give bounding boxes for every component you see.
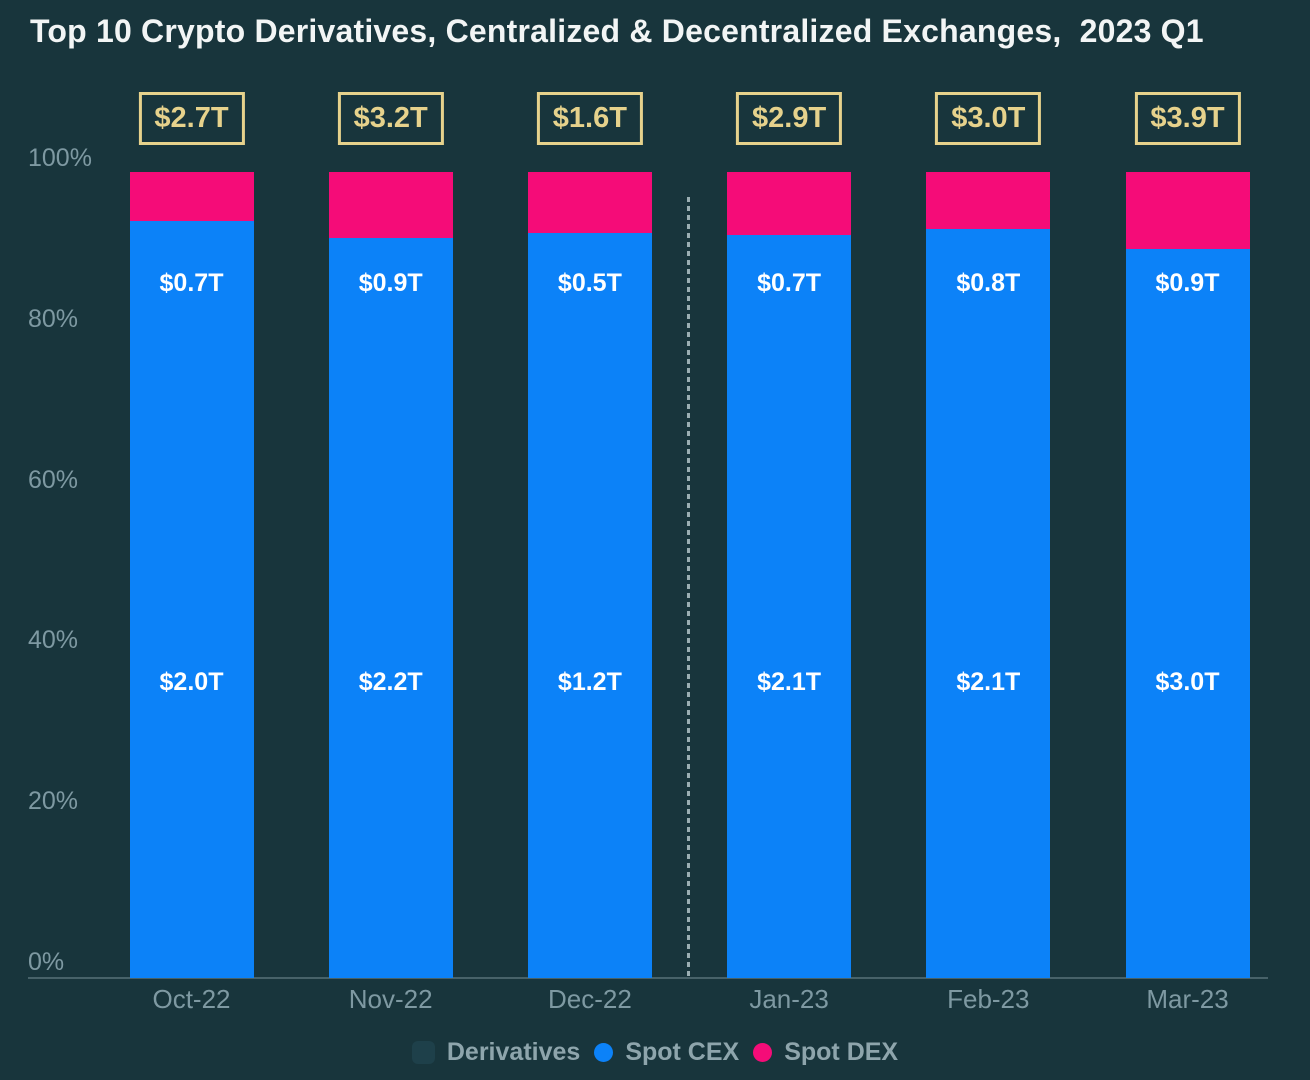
derivatives-total-box: $1.6T [536, 92, 643, 145]
spot-cex-value-label: $2.2T [358, 668, 423, 696]
derivatives-total-box: $3.0T [935, 92, 1042, 145]
spot-dex-value-label: $0.7T [757, 269, 822, 297]
bar-group-Nov-22: $0.9T $2.2T [328, 172, 453, 978]
x-axis-label: Mar-23 [1146, 984, 1229, 1014]
pink-dot-icon [753, 1043, 773, 1062]
spot-cex-segment [527, 233, 652, 978]
y-axis-label: 60% [28, 465, 79, 494]
spot-cex-segment [129, 221, 254, 978]
spot-dex-value-label: $0.9T [358, 269, 423, 297]
spot-dex-segment [129, 172, 254, 221]
y-axis-label: 40% [28, 626, 79, 655]
legend: Derivatives Spot CEX Spot DEX [0, 1038, 1310, 1067]
bar-group-Feb-23: $0.8T $2.1T [926, 172, 1051, 978]
bar-group-Mar-23: $0.9T $3.0T [1125, 172, 1250, 978]
legend-label: Spot CEX [625, 1038, 740, 1066]
spot-dex-segment [727, 172, 852, 235]
spot-dex-segment [1125, 172, 1250, 249]
spot-cex-segment [926, 229, 1051, 978]
y-axis-label: 100% [28, 144, 92, 172]
y-axis-label: 20% [28, 787, 79, 816]
x-axis-label: Nov-22 [348, 984, 433, 1014]
spot-dex-segment [328, 172, 453, 238]
spot-dex-value-label: $0.8T [956, 269, 1021, 297]
spot-cex-value-label: $1.2T [557, 668, 622, 696]
spot-dex-value-label: $0.9T [1155, 269, 1220, 297]
quarter-divider-line [687, 197, 690, 978]
derivatives-total-box: $3.9T [1134, 92, 1241, 145]
x-axis-label: Jan-23 [749, 984, 829, 1014]
legend-label: Spot DEX [784, 1038, 899, 1066]
legend-label: Derivatives [446, 1038, 581, 1066]
spot-cex-value-label: $2.1T [757, 668, 822, 696]
blue-dot-icon [594, 1043, 614, 1062]
y-axis-label: 0% [28, 948, 65, 976]
spot-dex-value-label: $0.7T [159, 269, 224, 297]
y-axis-label: 80% [28, 304, 79, 333]
spot-dex-segment [926, 172, 1051, 229]
spot-cex-segment [1125, 249, 1250, 978]
spot-cex-value-label: $2.0T [159, 668, 224, 696]
bar-group-Oct-22: $0.7T $2.0T [129, 172, 254, 978]
bar-group-Jan-23: $0.7T $2.1T [727, 172, 852, 978]
spot-cex-value-label: $2.1T [956, 668, 1021, 696]
x-axis-line [28, 977, 1268, 979]
spot-cex-value-label: $3.0T [1155, 668, 1220, 696]
bar-group-Dec-22: $0.5T $1.2T [527, 172, 652, 978]
derivatives-total-box: $2.7T [138, 92, 245, 145]
x-axis-label: Feb-23 [947, 984, 1030, 1014]
x-axis-label: Dec-22 [547, 984, 632, 1014]
spot-cex-segment [328, 238, 453, 978]
legend-item-derivatives: Derivatives [411, 1038, 581, 1067]
x-axis-label: Oct-22 [152, 984, 231, 1014]
derivatives-total-box: $3.2T [337, 92, 444, 145]
chart-title: Top 10 Crypto Derivatives, Centralized &… [30, 13, 1204, 49]
spot-dex-value-label: $0.5T [557, 269, 622, 297]
spot-dex-segment [527, 172, 652, 233]
legend-item-spot-cex: Spot CEX [594, 1038, 739, 1067]
spot-cex-segment [727, 235, 852, 978]
legend-item-spot-dex: Spot DEX [753, 1038, 898, 1067]
derivatives-total-box: $2.9T [736, 92, 843, 145]
derivatives-swatch-icon [411, 1041, 435, 1064]
